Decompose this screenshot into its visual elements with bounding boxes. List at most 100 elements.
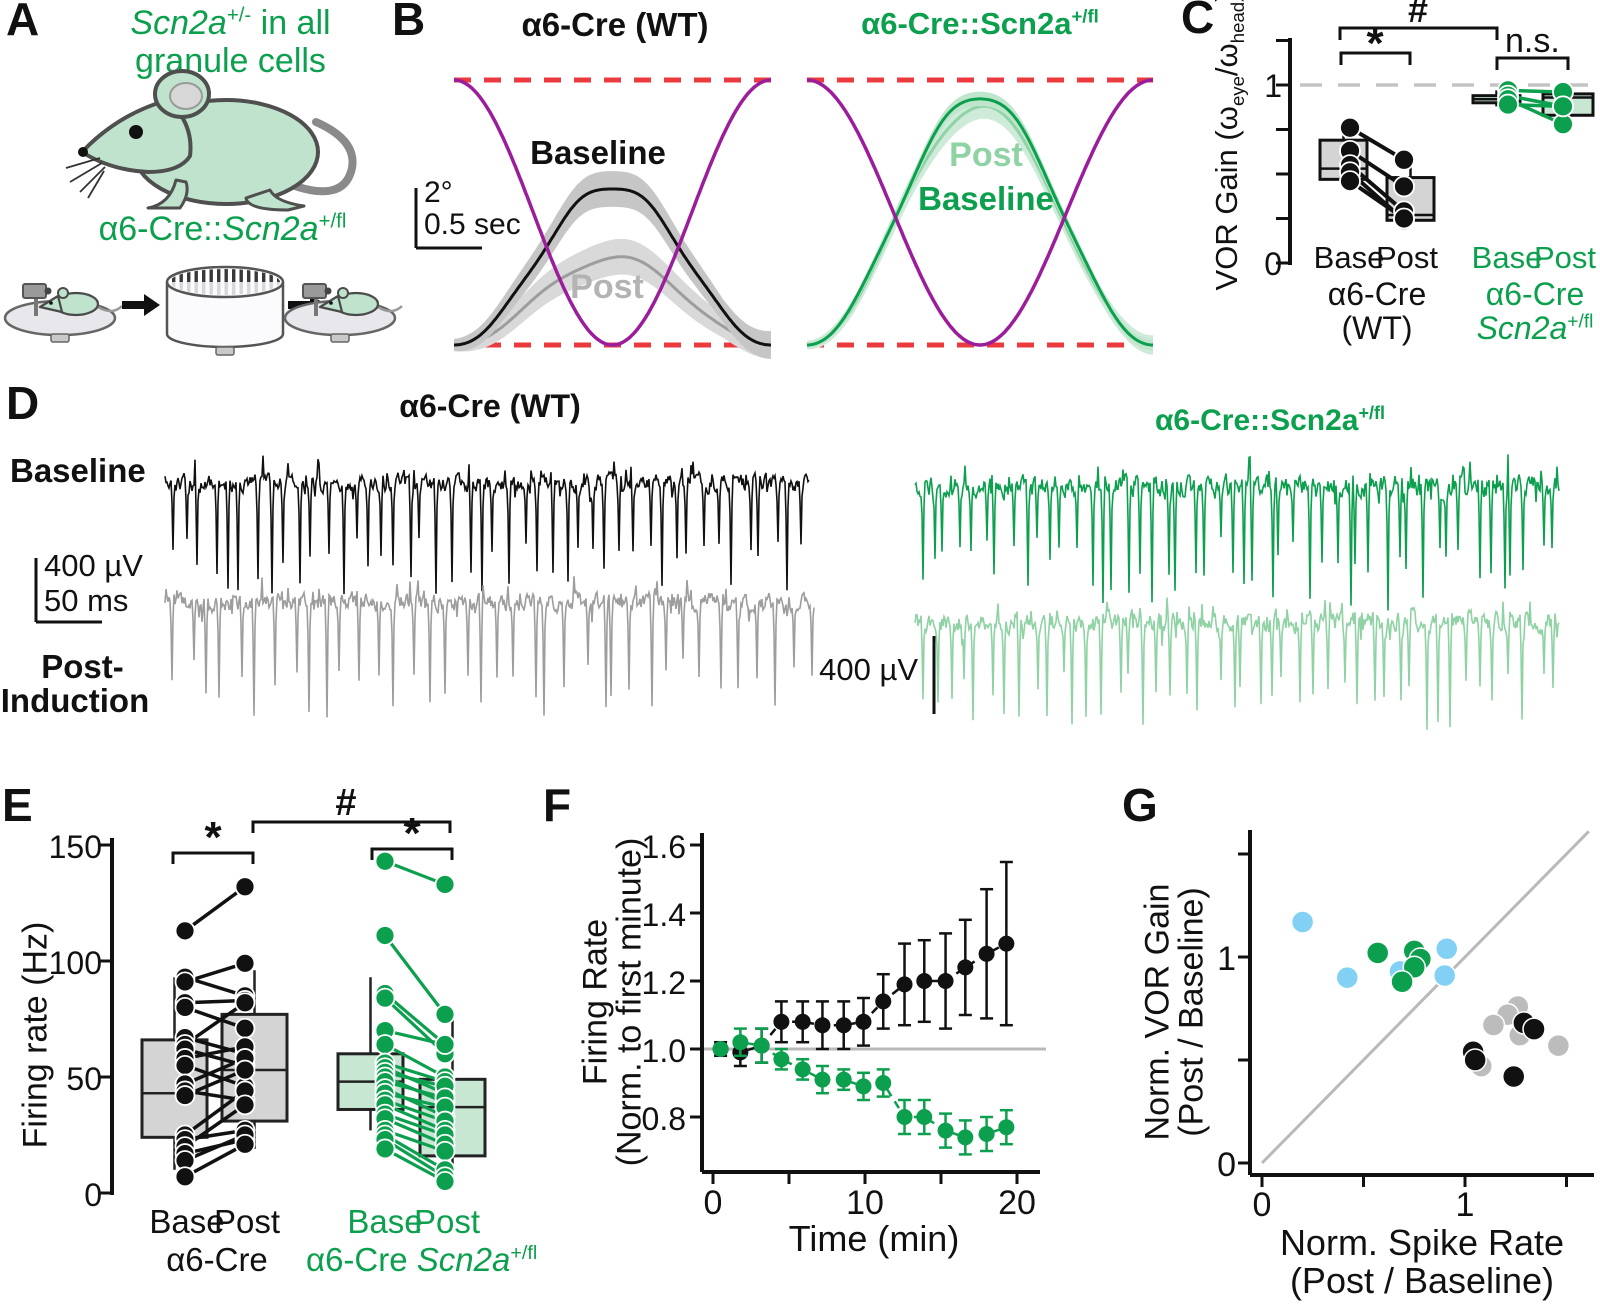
panel-e-ko-group-label: α6-Cre Scn2a+/fl: [306, 1241, 537, 1279]
data-point: [174, 1085, 196, 1106]
d-ko-title-pre: α6-Cre::Scn2a: [1154, 404, 1359, 437]
data-point: [174, 1054, 196, 1076]
panel-d-scalebar: [34, 558, 102, 624]
data-point-blue: [1335, 965, 1360, 990]
mouse-whisker: [87, 170, 105, 199]
panel-f-ytick-16: 1.6: [641, 829, 686, 865]
data-point: [174, 1166, 196, 1188]
vor-trace-plot-ko: [807, 77, 1153, 355]
panel-e-sig-star-wt: *: [204, 813, 222, 862]
panel-e-wt-post-label: Post: [213, 1203, 281, 1240]
arrow-icon: [122, 294, 160, 316]
pair-line: [184, 1142, 246, 1179]
data-point: [998, 935, 1015, 952]
data-point: [234, 1133, 256, 1155]
schematic-mouse-eye: [329, 301, 333, 305]
gene-superscript: +/-: [226, 4, 252, 27]
panel-g-y-axis-title-2: (Post / Baseline): [1172, 887, 1211, 1137]
data-point-blue: [1434, 937, 1459, 961]
data-point: [374, 1034, 396, 1055]
ylabel-post: ): [1209, 0, 1244, 2]
schematic-mouse-tail: [95, 304, 123, 313]
drum-top-rim: [165, 265, 285, 299]
pair-line: [183, 885, 247, 933]
mouse-whisker: [79, 166, 106, 193]
significance-bracket: [171, 851, 255, 864]
vor-training-schematic: [3, 265, 403, 356]
platform-pedestal: [50, 333, 70, 343]
panel-a-label: A: [6, 0, 40, 45]
data-point: [374, 1138, 396, 1160]
panel-c-wt-post-label: Post: [1375, 240, 1439, 275]
eye-trace-sem-band: [807, 91, 1153, 351]
pair-line: [384, 1043, 446, 1079]
panel-f-x-axis-title: Time (min): [788, 1218, 960, 1259]
data-point: [1393, 175, 1415, 198]
data-point: [896, 1109, 913, 1125]
data-point-green: [1365, 941, 1390, 965]
camera-lens: [324, 287, 332, 295]
camera-lens: [44, 287, 52, 295]
panel-d-baseline-row-label: Baseline: [10, 452, 146, 489]
scalebar-y-label: 2°: [424, 176, 453, 209]
panel-e-label: E: [2, 779, 33, 831]
panel-d-scalebar-2-label: 400 µV: [819, 652, 918, 687]
significance-bracket: [251, 820, 452, 833]
ephys-trace: [914, 454, 1560, 611]
ephys-trace-ko-baseline: [914, 454, 1560, 611]
data-point: [773, 1051, 790, 1068]
ephys-trace-ko-post: [914, 597, 1560, 730]
d-ko-title-sup: +/fl: [1358, 403, 1386, 423]
data-point: [374, 987, 396, 1009]
panel-d-wt-title: α6-Cre (WT): [399, 388, 581, 424]
gene-name: Scn2a: [130, 4, 227, 42]
data-point-blue: [1432, 963, 1457, 988]
panel-e-ytick-150: 150: [48, 829, 102, 865]
data-point: [916, 1109, 933, 1125]
data-point-blue: [1290, 910, 1315, 934]
gain-vs-spike-rate-scatter: [1238, 830, 1594, 1187]
pair-line: [184, 1063, 246, 1088]
data-point: [896, 976, 913, 993]
panel-f-label: F: [543, 779, 572, 831]
mouse-tail: [280, 118, 357, 196]
data-point: [937, 1122, 954, 1139]
ephys-trace: [914, 597, 1560, 730]
ko-group-pre: α6-Cre: [306, 1241, 417, 1278]
data-point: [998, 1119, 1015, 1136]
data-point: [712, 1041, 729, 1057]
data-point: [794, 1013, 811, 1030]
wt-baseline-trace-label: Baseline: [530, 134, 666, 171]
drum-pedestal: [215, 346, 235, 356]
ko-title-sup: +/fl: [1071, 5, 1099, 27]
pair-line: [384, 1103, 446, 1132]
panel-f-ytick-08: 0.8: [641, 1101, 686, 1137]
data-point: [957, 959, 974, 976]
data-point-gray: [1546, 1033, 1571, 1058]
panel-c-ytick-0: 0: [1264, 246, 1282, 282]
turntable-with-mouse: [3, 283, 123, 343]
pair-line: [384, 1117, 446, 1146]
data-point: [1393, 148, 1415, 171]
vor-trace-plot-wt: [454, 77, 771, 359]
panel-e-sig-hash: #: [335, 782, 357, 824]
pair-line: [184, 1005, 246, 1030]
mouse-inner-ear: [169, 82, 203, 110]
panel-e-ytick-100: 100: [48, 945, 102, 981]
panel-e-ko-post-label: Post: [413, 1203, 481, 1240]
turntable-with-mouse: [283, 283, 403, 343]
camera-post: [314, 294, 318, 316]
scalebar-x-label: 0.5 sec: [424, 208, 521, 241]
data-point: [875, 1075, 892, 1091]
pair-line: [384, 859, 446, 886]
eye-velocity-trace: [454, 255, 771, 347]
data-point: [957, 1129, 974, 1146]
data-point: [835, 1071, 852, 1088]
head-velocity-trace: [454, 78, 771, 347]
schematic-mouse-tail: [375, 304, 403, 313]
panel-e-wt-base-label: Base: [149, 1203, 225, 1240]
panel-f-xtick-0: 0: [703, 1184, 723, 1222]
panel-g-label: G: [1122, 779, 1158, 831]
data-point: [174, 971, 196, 993]
